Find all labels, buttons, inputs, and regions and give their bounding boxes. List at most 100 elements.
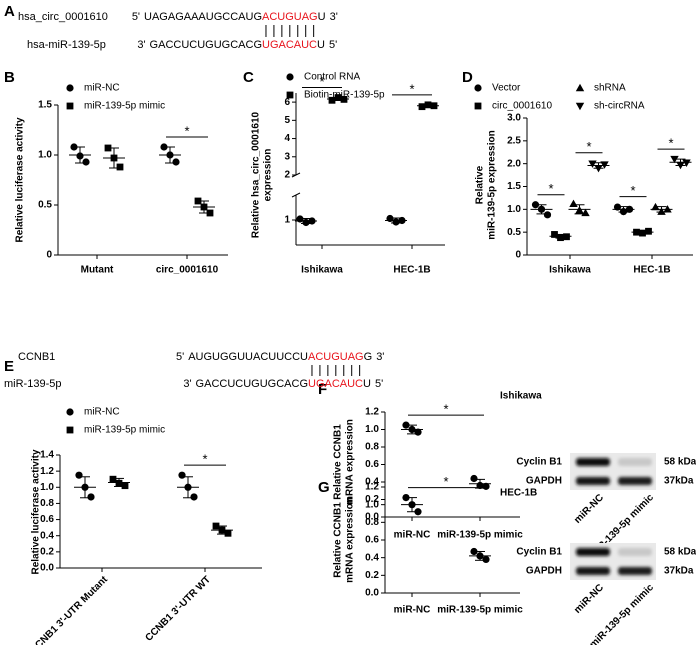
y-tick-label: 0.6 [365,459,379,470]
data-point [224,529,232,537]
legend-label: Vector [492,83,521,94]
significance-label: * [630,183,635,198]
x-tick-label: miR-NC [394,605,431,616]
y-tick-label: 2.0 [507,158,521,169]
data-point [116,163,124,171]
data-point [75,471,83,479]
sequence-suffix: G [364,351,373,363]
blot-lane-label: miR-NC [572,582,606,616]
data-point [402,494,410,502]
y-axis-label: Relative hsa_circ_0001610 [251,111,262,238]
panel-letter: E [4,358,14,375]
data-point [87,493,95,501]
sequence-end: 5' [329,39,337,51]
data-point [651,202,660,211]
data-point [206,209,214,217]
sequence-start: 5' [176,351,184,363]
y-tick-label: 1.5 [507,181,521,192]
y-tick-label: 0.6 [40,514,54,525]
legend-label: circ_0001610 [492,101,552,112]
legend-marker [474,84,482,92]
blot-size-label: 58 kDa [664,547,696,558]
data-point [470,547,478,556]
sequence-suffix: U [318,11,326,23]
axis-break [291,172,301,178]
data-point [194,197,202,205]
significance-label: * [548,181,553,196]
legend-label: Control RNA [304,72,360,83]
y-tick-label: 3 [284,151,290,162]
data-point [569,199,578,208]
blot-row-label: Cyclin B1 [516,457,562,468]
legend-label: miR-139-5p mimic [84,101,165,112]
blot-row-label: Cyclin B1 [516,547,562,558]
significance-label: * [586,139,591,154]
y-axis-label: Relative luciferase activity [31,449,42,575]
y-tick-label: 5 [284,115,290,126]
legend-label: miR-NC [84,407,120,418]
legend-label: sh-circRNA [594,101,645,112]
data-point [190,493,198,501]
legend-label: Biotin-miR-139-5p [304,90,385,101]
x-tick-label: CCNB1 3'-UTR WT [143,574,213,644]
y-tick-label: 1.0 [38,150,52,161]
y-tick-label: 0 [46,250,52,261]
x-tick-label: Ishikawa [301,265,343,276]
sequence-end: 3' [376,351,384,363]
y-tick-label: 1.2 [365,407,379,418]
legend-marker [286,73,294,81]
y-tick-label: 1.0 [40,482,54,493]
blot-band [618,567,652,575]
x-tick-label: miR-139-5p mimic [437,530,523,541]
blot-band [618,548,652,556]
sequence-suffix: U [317,39,325,51]
panel-letter: B [4,69,15,86]
y-tick-label: 1.2 [40,466,54,477]
x-tick-label: Ishikawa [549,265,591,276]
data-point [645,227,652,235]
significance-label: * [443,402,448,417]
data-point [172,158,180,166]
panel-letter: G [318,479,330,496]
data-point [531,201,540,209]
sequence-start: 3' [183,378,191,390]
y-tick-label: 0.0 [365,512,379,523]
legend-label: miR-NC [84,83,120,94]
y-axis-label: mRNA expression [345,497,356,583]
significance-label: * [319,74,324,89]
panel-letter: C [243,69,254,86]
x-tick-label: CCNB1 3'-UTR Mutant [28,574,110,645]
x-tick-label: miR-139-5p mimic [437,605,523,616]
y-tick-label: 4 [284,133,290,144]
legend-label: shRNA [594,83,626,94]
chart-title: HEC-1B [500,488,537,499]
y-tick-label: 0.5 [507,227,521,238]
sequence-label: hsa_circ_0001610 [18,11,108,23]
significance-label: * [184,123,189,138]
data-point [160,143,168,151]
sequence-suffix: U [363,378,371,390]
data-point [82,158,90,166]
blot-size-label: 37kDa [664,566,694,577]
y-tick-label: 0.5 [38,200,52,211]
y-tick-label: 1.4 [40,450,54,461]
data-point [682,159,691,167]
blot-size-label: 37kDa [664,476,694,487]
y-tick-label: 3.0 [507,113,521,124]
data-point [543,211,552,219]
legend-marker [66,408,74,416]
y-tick-label: 0.6 [365,535,379,546]
sequence-prefix: GACCUCUGUGCACG [150,39,262,51]
data-point [109,475,117,483]
data-point [482,555,490,564]
sequence-end: 5' [375,378,383,390]
y-tick-label: 1.0 [365,499,379,510]
blot-band [576,567,610,575]
y-axis-label: Relative CCNB1 [333,424,344,500]
sequence-start: 3' [137,39,145,51]
legend-marker [474,102,482,110]
y-tick-label: 0.8 [365,517,379,528]
sequence-label: hsa-miR-139-5p [27,39,106,51]
blot-band [618,477,652,485]
